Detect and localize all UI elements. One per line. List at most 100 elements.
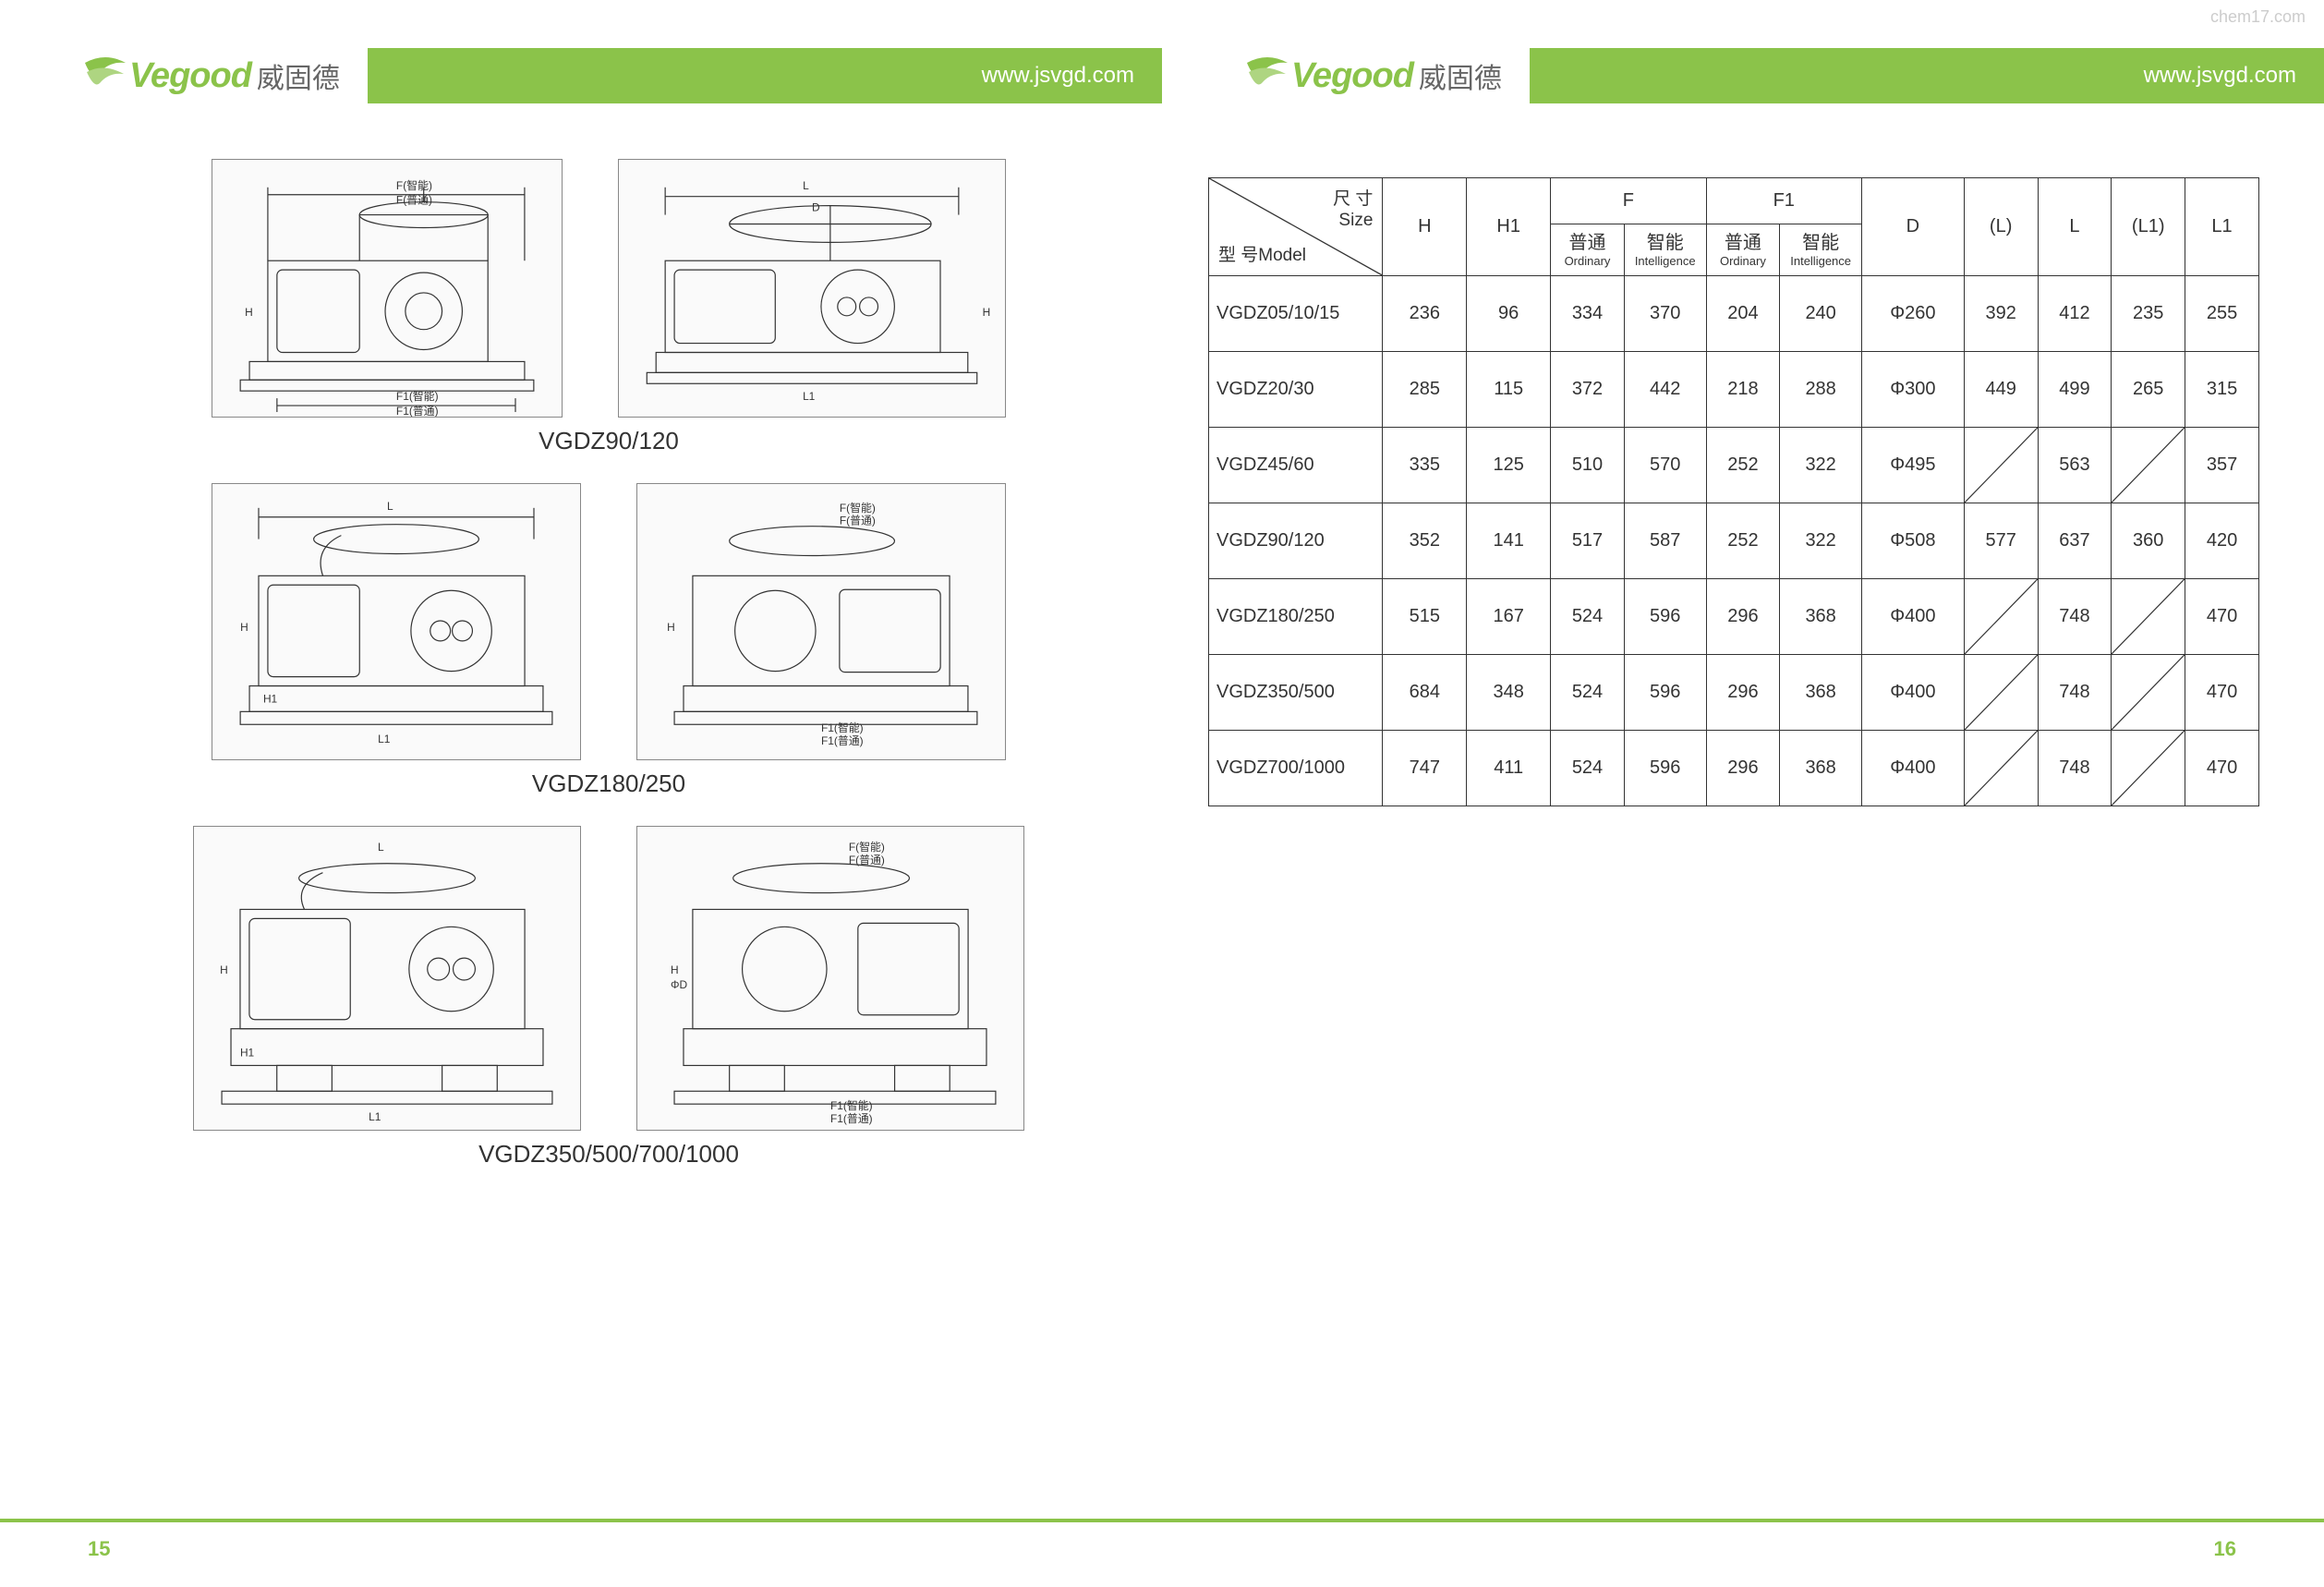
table-cell: VGDZ05/10/15 xyxy=(1209,276,1383,352)
svg-text:F(智能): F(智能) xyxy=(396,179,432,192)
svg-text:H: H xyxy=(671,963,679,976)
table-cell: 577 xyxy=(1964,503,2038,579)
table-cell: 470 xyxy=(2185,731,2259,806)
th-corner: 尺 寸Size 型 号Model xyxy=(1209,178,1383,276)
svg-text:H1: H1 xyxy=(240,1046,255,1059)
table-cell: 252 xyxy=(1706,428,1780,503)
svg-text:H: H xyxy=(220,963,228,976)
table-row: VGDZ180/250515167524596296368Φ400748470 xyxy=(1209,579,2259,655)
th-F1-ord: 普通Ordinary xyxy=(1706,224,1780,276)
actuator-drawing-icon: L H L1 H1 xyxy=(212,484,580,759)
table-cell: VGDZ350/500 xyxy=(1209,655,1383,731)
table-cell: 296 xyxy=(1706,655,1780,731)
table-cell: VGDZ700/1000 xyxy=(1209,731,1383,806)
actuator-drawing-icon: F(智能) F(普通) H F1(普通) F1(智能) xyxy=(212,160,562,417)
table-cell: 412 xyxy=(2038,276,2112,352)
table-cell: VGDZ20/30 xyxy=(1209,352,1383,428)
table-cell: 285 xyxy=(1383,352,1467,428)
drawing-vgdz90-front: F(智能) F(普通) H F1(普通) F1(智能) xyxy=(212,159,563,418)
table-cell: 368 xyxy=(1780,655,1862,731)
logo-text-cn: 威固德 xyxy=(257,55,340,96)
svg-text:F1(普通): F1(普通) xyxy=(830,1112,873,1125)
table-cell: 335 xyxy=(1383,428,1467,503)
table-cell: 255 xyxy=(2185,276,2259,352)
table-cell: 218 xyxy=(1706,352,1780,428)
table-cell: 596 xyxy=(1624,579,1706,655)
table-cell: 322 xyxy=(1780,503,1862,579)
table-row: VGDZ20/30285115372442218288Φ300449499265… xyxy=(1209,352,2259,428)
th-F: F xyxy=(1551,178,1706,224)
logo-text-cn: 威固德 xyxy=(1419,55,1502,96)
table-cell: 510 xyxy=(1551,428,1625,503)
svg-text:ΦD: ΦD xyxy=(671,978,687,991)
table-cell: 125 xyxy=(1467,428,1551,503)
svg-text:F1(普通): F1(普通) xyxy=(396,405,439,417)
table-cell: 392 xyxy=(1964,276,2038,352)
th-F-int: 智能Intelligence xyxy=(1624,224,1706,276)
table-cell: 360 xyxy=(2112,503,2185,579)
drawing-vgdz180-side: F(智能) F(普通) H F1(普通) F1(智能) xyxy=(636,483,1006,760)
th-L1p: (L1) xyxy=(2112,178,2185,276)
table-cell: 515 xyxy=(1383,579,1467,655)
table-cell: 748 xyxy=(2038,731,2112,806)
table-cell: 357 xyxy=(2185,428,2259,503)
table-cell: VGDZ45/60 xyxy=(1209,428,1383,503)
table-cell: 563 xyxy=(2038,428,2112,503)
actuator-drawing-icon: F(智能) F(普通) H F1(普通) F1(智能) xyxy=(637,484,1005,759)
table-cell: 296 xyxy=(1706,579,1780,655)
logo-text-en: Vegood xyxy=(129,56,251,96)
table-row: VGDZ45/60335125510570252322Φ495563357 xyxy=(1209,428,2259,503)
drawings-area: F(智能) F(普通) H F1(普通) F1(智能) xyxy=(0,103,1162,1169)
logo: Vegood 威固德 xyxy=(1162,48,1502,103)
th-F1: F1 xyxy=(1706,178,1861,224)
drawing-label-3: VGDZ350/500/700/1000 xyxy=(111,1140,1107,1169)
table-cell: Φ260 xyxy=(1861,276,1964,352)
table-cell: 587 xyxy=(1624,503,1706,579)
table-cell: 747 xyxy=(1383,731,1467,806)
th-L: L xyxy=(2038,178,2112,276)
table-cell xyxy=(1964,579,2038,655)
table-cell: 370 xyxy=(1624,276,1706,352)
header-green-bar: www.jsvgd.com xyxy=(368,48,1162,103)
table-cell: 637 xyxy=(2038,503,2112,579)
table-cell: 352 xyxy=(1383,503,1467,579)
table-cell xyxy=(2112,655,2185,731)
svg-text:L: L xyxy=(803,179,809,192)
table-cell xyxy=(2112,579,2185,655)
table-cell: 442 xyxy=(1624,352,1706,428)
table-cell: 296 xyxy=(1706,731,1780,806)
th-D: D xyxy=(1861,178,1964,276)
table-cell xyxy=(2112,428,2185,503)
table-cell: 596 xyxy=(1624,731,1706,806)
header-left: Vegood 威固德 www.jsvgd.com xyxy=(0,48,1162,103)
table-cell: 96 xyxy=(1467,276,1551,352)
svg-text:H: H xyxy=(667,621,675,634)
svg-text:H: H xyxy=(245,306,253,319)
table-cell: Φ300 xyxy=(1861,352,1964,428)
svg-text:L1: L1 xyxy=(369,1110,381,1123)
table-cell: 570 xyxy=(1624,428,1706,503)
table-cell: 748 xyxy=(2038,579,2112,655)
table-cell: 240 xyxy=(1780,276,1862,352)
table-cell: 411 xyxy=(1467,731,1551,806)
table-cell: 235 xyxy=(2112,276,2185,352)
table-cell: 499 xyxy=(2038,352,2112,428)
page-spread: Vegood 威固德 www.jsvgd.com xyxy=(0,0,2324,1587)
svg-text:L: L xyxy=(378,841,384,854)
drawing-vgdz350-front: L H H1 L1 xyxy=(193,826,581,1131)
drawing-vgdz90-side: L D H L1 xyxy=(618,159,1006,418)
actuator-drawing-icon: L H H1 L1 xyxy=(194,827,580,1130)
table-cell: VGDZ90/120 xyxy=(1209,503,1383,579)
table-cell: 368 xyxy=(1780,731,1862,806)
table-cell: 288 xyxy=(1780,352,1862,428)
drawing-label-1: VGDZ90/120 xyxy=(111,427,1107,455)
table-cell: 524 xyxy=(1551,655,1625,731)
spec-table-area: 尺 寸Size 型 号Model H H1 F F1 D (L) L (L1) … xyxy=(1162,103,2324,806)
table-cell: Φ495 xyxy=(1861,428,1964,503)
drawing-row-1: F(智能) F(普通) H F1(普通) F1(智能) xyxy=(111,159,1107,418)
table-cell: 449 xyxy=(1964,352,2038,428)
table-cell: 315 xyxy=(2185,352,2259,428)
svg-text:F1(智能): F1(智能) xyxy=(830,1099,873,1112)
svg-text:F1(智能): F1(智能) xyxy=(396,390,439,403)
table-cell: 348 xyxy=(1467,655,1551,731)
